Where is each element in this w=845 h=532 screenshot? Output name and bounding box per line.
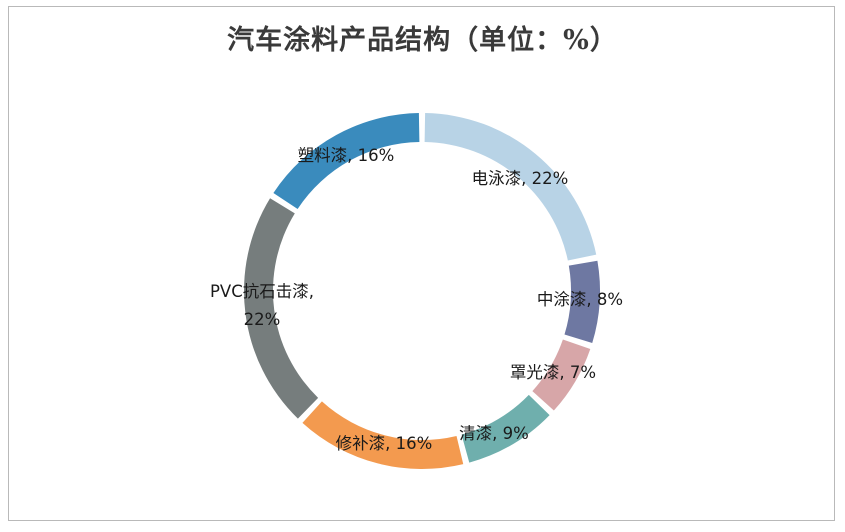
chart-title: 汽车涂料产品结构（单位：%） (227, 25, 618, 56)
slice-label-4: 清漆, 9% (459, 424, 529, 443)
slice-2 (564, 260, 600, 344)
slice-label-6: PVC抗石击漆, 22% (210, 282, 314, 329)
slice-5 (302, 401, 464, 470)
slice-7 (273, 113, 420, 209)
slice-label-5: 修补漆, 16% (336, 434, 433, 453)
slice-label-7: 塑料漆, 16% (298, 146, 395, 165)
slice-3 (532, 339, 591, 411)
slice-label-1: 电泳漆, 22% (472, 169, 569, 188)
chart-frame (8, 6, 835, 521)
slice-6 (244, 198, 319, 419)
slice-4 (461, 394, 550, 463)
slice-1 (424, 113, 597, 261)
slice-label-3: 罩光漆, 7% (510, 363, 596, 382)
slice-label-2: 中涂漆, 8% (537, 290, 623, 309)
